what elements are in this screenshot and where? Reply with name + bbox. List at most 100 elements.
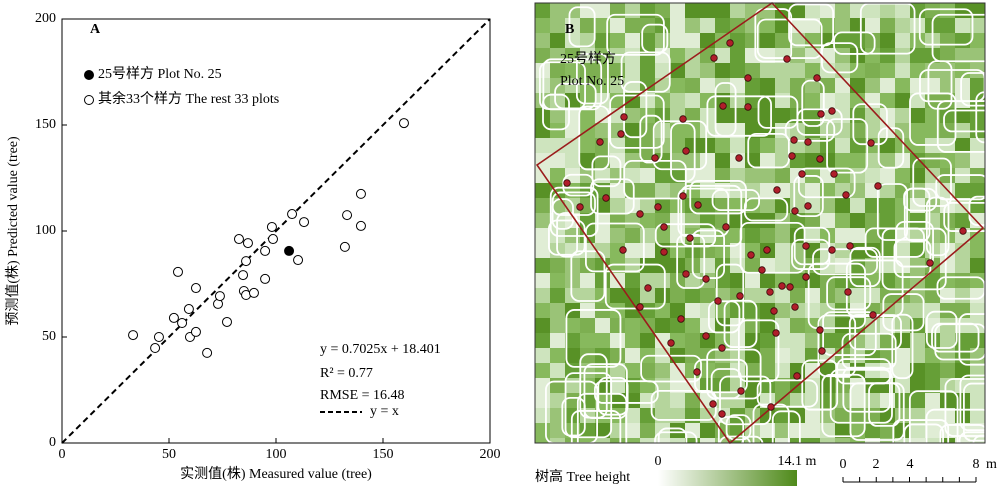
map-cell [775,438,790,443]
map-cell [865,48,880,63]
map-cell [895,3,910,18]
map-cell [910,153,925,168]
map-cell [775,18,790,33]
map-cell [955,123,970,138]
map-cell [655,303,670,318]
crown-outline [549,186,599,237]
map-cell [790,273,805,288]
tree-top [667,339,675,347]
map-cell [655,33,670,48]
map-cell [595,18,610,33]
point [260,245,271,256]
map-cell [700,423,715,438]
crown-outline [579,353,608,419]
map-cell [970,378,985,393]
map-cell [625,18,640,33]
map-cell [685,3,700,18]
map-cell [655,333,670,348]
x-tick-label: 50 [162,447,176,462]
scale-label: 0 [840,457,847,472]
crown-outline [821,42,859,74]
map-cell [550,333,565,348]
tree-top [709,400,717,408]
crown-outline [545,380,598,443]
map-cell [790,423,805,438]
map-cell [895,108,910,123]
map-cell [955,48,970,63]
map-cell [535,138,550,153]
point [221,316,232,327]
map-cell [700,288,715,303]
crown-outline [694,358,748,394]
crown-outline [925,310,958,349]
map-cell [835,78,850,93]
x-tick-label: 200 [480,447,501,462]
tree-top [686,234,694,242]
map-cell [595,78,610,93]
map-cell [970,318,985,333]
map-cell [640,183,655,198]
map-cell [655,108,670,123]
map-cell [550,93,565,108]
map-cell [535,408,550,423]
map-cell [715,363,730,378]
tree-top [791,207,799,215]
map-cell [640,303,655,318]
map-cell [610,393,625,408]
map-cell [970,33,985,48]
crown-outline [903,187,931,242]
map-cell [760,273,775,288]
crown-outline [539,61,586,110]
map-cell [685,438,700,443]
x-tick-label: 150 [373,447,394,462]
map-cell [760,18,775,33]
map-cell [910,288,925,303]
map-cell [955,138,970,153]
map-cell [655,3,670,18]
point [172,266,183,277]
map-cell [970,348,985,363]
map-cell [700,138,715,153]
map-cell [850,18,865,33]
y-tick-label: 50 [42,329,56,344]
plot-label: Plot No. 25 [560,74,624,89]
map-cell [805,153,820,168]
map-cell [775,63,790,78]
map-cell [565,123,580,138]
crown-outline [876,183,908,241]
crown-outline [841,332,897,370]
tree-top [679,115,687,123]
tree-top [694,201,702,209]
map-cell [910,48,925,63]
map-cell [670,438,685,443]
map-cell [970,333,985,348]
map-cell [940,393,955,408]
map-cell [580,378,595,393]
map-cell [955,153,970,168]
tree-top [770,307,778,315]
map-cell [805,63,820,78]
map-cell [550,63,565,78]
tree-top [926,259,934,267]
map-cell [865,168,880,183]
crown-outline [801,79,825,127]
map-cell [850,333,865,348]
map-cell [565,138,580,153]
point [202,347,213,358]
map-cell [610,333,625,348]
tree-top [636,303,644,311]
map-cell [910,333,925,348]
map-cell [925,423,940,438]
map-cell [910,213,925,228]
map-cell [655,273,670,288]
crown-outline [975,91,985,144]
map-cell [535,348,550,363]
crown-outline [757,95,799,129]
tree-top [793,372,801,380]
map-cell [955,438,970,443]
map-cell [685,93,700,108]
map-cell [970,303,985,318]
map-cell [955,108,970,123]
map-cell [895,78,910,93]
crown-outline [903,423,944,443]
